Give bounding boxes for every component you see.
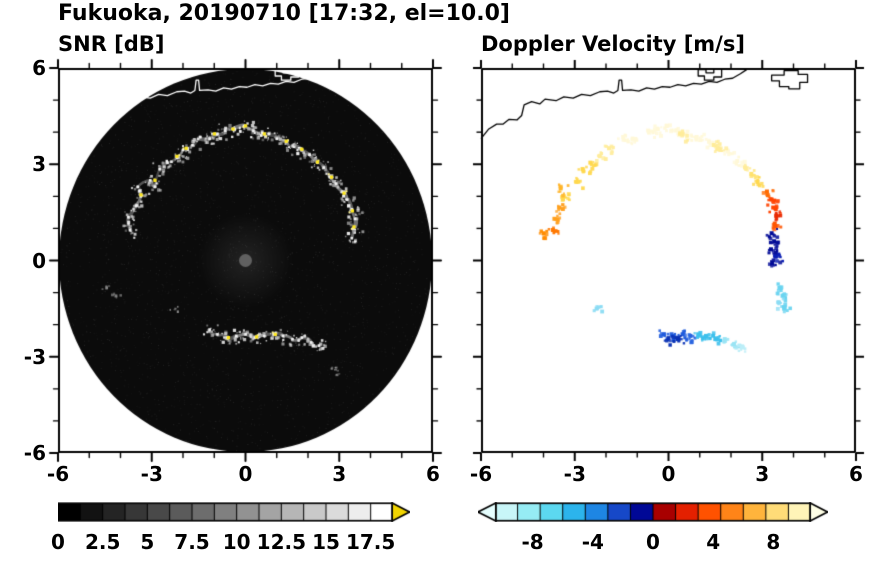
doppler-colorbar-label: -4 [581,530,604,554]
snr-x-tick-label: 6 [426,462,440,486]
snr-y-tick-label: -3 [23,344,46,369]
doppler-colorbar [478,502,828,522]
snr-colorbar-label: 7.5 [174,530,210,554]
snr-colorbar-label: 0 [51,530,65,554]
doppler-colorbar-label: 0 [646,530,660,554]
doppler-x-tick-label: 0 [661,462,676,486]
doppler-x-tick-label: 6 [849,462,863,486]
doppler-x-tick-label: -3 [563,462,586,486]
snr-ppi-plot [48,58,443,463]
doppler-panel-title: Doppler Velocity [m/s] [481,32,745,56]
snr-colorbar-label: 10 [222,530,251,554]
doppler-x-tick-label: -6 [469,462,493,486]
snr-y-tick-label: 0 [32,248,46,273]
snr-x-tick-label: -3 [140,462,163,486]
snr-colorbar-label: 17.5 [345,530,396,554]
snr-y-tick-label: 3 [32,152,46,177]
doppler-colorbar-label: -8 [521,530,544,554]
doppler-x-tick-label: 3 [755,462,770,486]
snr-colorbar [58,502,410,522]
snr-x-tick-label: -6 [46,462,70,486]
doppler-ppi-plot [471,58,866,463]
snr-panel-title: SNR [dB] [58,32,165,56]
snr-x-tick-label: 0 [238,462,253,486]
snr-colorbar-label: 2.5 [84,530,121,554]
doppler-colorbar-label: 8 [766,530,781,554]
snr-x-tick-label: 3 [332,462,347,486]
snr-colorbar-label: 5 [140,530,155,554]
snr-y-tick-label: -6 [23,441,46,465]
snr-y-tick-label: 6 [32,56,46,80]
snr-colorbar-label: 12.5 [256,530,307,554]
snr-colorbar-label: 15 [312,530,340,554]
doppler-colorbar-label: 4 [706,530,721,554]
figure-title: Fukuoka, 20190710 [17:32, el=10.0] [58,1,510,26]
